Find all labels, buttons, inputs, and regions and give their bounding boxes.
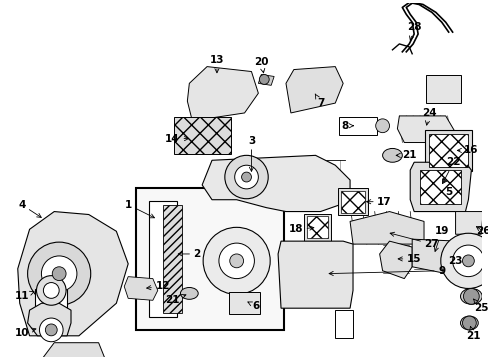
Ellipse shape [460, 316, 477, 330]
Text: 20: 20 [254, 57, 268, 73]
Circle shape [224, 156, 268, 199]
Text: 9: 9 [328, 266, 445, 276]
Polygon shape [202, 156, 349, 212]
Text: 7: 7 [315, 94, 324, 108]
Polygon shape [411, 239, 458, 275]
Polygon shape [379, 241, 411, 279]
Polygon shape [40, 343, 106, 360]
Circle shape [40, 318, 63, 342]
Circle shape [463, 288, 478, 304]
Text: 25: 25 [473, 299, 488, 313]
Text: 16: 16 [456, 145, 478, 156]
Bar [424, 130, 471, 171]
Circle shape [452, 245, 483, 276]
Circle shape [203, 227, 270, 294]
Bar [306, 216, 328, 238]
Circle shape [37, 276, 66, 305]
Text: 12: 12 [146, 282, 170, 292]
Text: 28: 28 [406, 22, 421, 40]
Circle shape [45, 324, 57, 336]
Polygon shape [124, 276, 158, 300]
Polygon shape [187, 67, 258, 121]
Polygon shape [258, 75, 274, 85]
Text: 14: 14 [165, 134, 188, 144]
Polygon shape [397, 116, 455, 143]
Polygon shape [455, 212, 482, 234]
Polygon shape [18, 212, 128, 336]
Circle shape [27, 242, 91, 305]
Ellipse shape [382, 148, 402, 162]
Bar [36, 289, 67, 317]
Polygon shape [27, 303, 71, 336]
Text: 21: 21 [465, 327, 480, 341]
Circle shape [440, 233, 488, 288]
Text: 10: 10 [15, 328, 36, 338]
Bar [303, 213, 331, 241]
Text: 8: 8 [341, 121, 353, 131]
Polygon shape [349, 212, 423, 244]
Ellipse shape [180, 288, 198, 299]
Bar [338, 188, 367, 216]
Text: 2: 2 [178, 249, 201, 259]
Bar [426, 76, 460, 103]
Circle shape [234, 165, 258, 189]
Text: 1: 1 [124, 200, 154, 218]
Polygon shape [409, 162, 470, 212]
Text: 4: 4 [18, 200, 41, 217]
Ellipse shape [460, 288, 481, 304]
Circle shape [259, 75, 269, 84]
Bar [173, 117, 230, 154]
Bar [136, 188, 284, 330]
Text: 6: 6 [247, 301, 260, 311]
Bar [428, 134, 468, 167]
Text: 5: 5 [442, 179, 451, 197]
Polygon shape [430, 145, 451, 195]
Bar [339, 117, 376, 135]
Text: 23: 23 [447, 256, 462, 266]
Circle shape [43, 283, 59, 298]
Text: 11: 11 [15, 291, 34, 301]
Polygon shape [285, 67, 343, 113]
Bar [419, 170, 461, 204]
Text: 21: 21 [395, 150, 416, 160]
Text: 17: 17 [366, 197, 391, 207]
Bar [228, 292, 260, 314]
Circle shape [462, 316, 475, 330]
Circle shape [219, 243, 254, 279]
Text: 13: 13 [209, 55, 224, 73]
Text: 3: 3 [247, 136, 255, 171]
Circle shape [462, 255, 473, 267]
Circle shape [375, 119, 389, 133]
Text: 26: 26 [475, 226, 488, 236]
Text: 15: 15 [397, 254, 421, 264]
Circle shape [41, 256, 77, 292]
Circle shape [52, 267, 66, 280]
Polygon shape [335, 310, 352, 338]
Text: 19: 19 [433, 226, 448, 251]
Circle shape [229, 254, 243, 268]
Polygon shape [278, 241, 352, 308]
Text: 18: 18 [288, 224, 313, 234]
Circle shape [241, 172, 251, 182]
Text: 21: 21 [165, 294, 185, 305]
Text: 22: 22 [442, 157, 460, 184]
Bar [149, 201, 176, 317]
Text: 24: 24 [421, 108, 435, 125]
Text: 27: 27 [389, 232, 438, 249]
Bar [341, 191, 364, 212]
Bar [163, 204, 182, 313]
